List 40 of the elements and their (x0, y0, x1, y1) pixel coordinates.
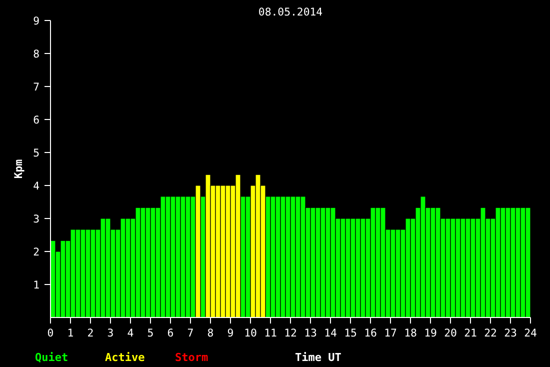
x-tick-label: 4 (127, 326, 134, 340)
x-tick-label: 11 (264, 326, 277, 340)
x-tick-label: 1 (67, 326, 74, 340)
y-tick-label: 4 (33, 180, 40, 192)
x-tick-label: 10 (244, 326, 257, 340)
y-tick-label: 3 (33, 212, 40, 226)
x-tick-label: 24 (524, 326, 537, 340)
chart-title: 08.05.2014 (258, 6, 323, 18)
x-tick-label: 3 (107, 326, 114, 340)
x-tick-label: 14 (324, 326, 337, 340)
x-axis-title: Time UT (295, 350, 342, 366)
x-tick-label: 21 (464, 326, 477, 340)
x-tick-label: 22 (484, 326, 497, 340)
x-tick-label: 8 (207, 326, 214, 340)
x-tick-label: 23 (504, 326, 517, 340)
x-tick-label: 7 (187, 326, 194, 340)
y-axis-title: Kpm (12, 158, 26, 179)
x-tick-label: 19 (424, 326, 437, 340)
x-tick-label: 0 (47, 326, 54, 340)
y-tick-label: 8 (33, 48, 40, 60)
text: Quiet (35, 350, 68, 366)
x-tick-label: 12 (284, 326, 297, 340)
y-tick-label: 5 (33, 146, 40, 160)
x-tick-label: 17 (384, 326, 397, 340)
y-tick-label: 6 (33, 114, 40, 126)
x-tick-label: 5 (147, 326, 154, 340)
legend-label: Storm (175, 350, 208, 366)
x-tick-label: 20 (444, 326, 457, 340)
y-tick-label: 2 (33, 246, 40, 258)
x-tick-label: 2 (87, 326, 94, 340)
y-tick-label: 9 (33, 14, 40, 28)
x-tick-label: 15 (344, 326, 357, 340)
x-tick-label: 13 (304, 326, 317, 340)
text: Active (105, 350, 145, 366)
x-tick-label: 16 (364, 326, 377, 340)
x-tick-label: 18 (404, 326, 417, 340)
x-tick-label: 9 (227, 326, 234, 340)
x-tick-label: 6 (167, 326, 174, 340)
y-tick-label: 7 (33, 80, 40, 94)
y-tick-label: 1 (33, 278, 40, 292)
